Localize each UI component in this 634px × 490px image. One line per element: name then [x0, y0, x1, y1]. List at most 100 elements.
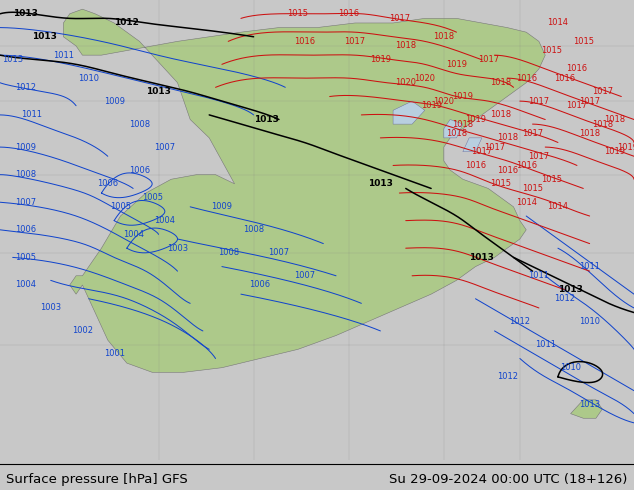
Text: 1016: 1016 [515, 74, 537, 83]
Text: 1001: 1001 [103, 349, 125, 358]
Text: 1013: 1013 [469, 253, 495, 262]
Text: 1013: 1013 [368, 179, 393, 188]
Text: 1017: 1017 [528, 97, 550, 106]
Text: 1017: 1017 [471, 147, 493, 156]
Text: Surface pressure [hPa] GFS: Surface pressure [hPa] GFS [6, 473, 188, 486]
Text: 1011: 1011 [534, 340, 556, 349]
Polygon shape [444, 120, 463, 138]
Text: 1015: 1015 [522, 184, 543, 193]
Text: 1012: 1012 [496, 372, 518, 381]
Text: 1012: 1012 [553, 294, 575, 303]
Text: 1018: 1018 [579, 129, 600, 138]
Text: 1019: 1019 [420, 101, 442, 110]
Text: 1002: 1002 [72, 326, 93, 336]
Text: 1014: 1014 [547, 202, 569, 211]
Text: 1007: 1007 [294, 271, 315, 280]
Text: 1018: 1018 [592, 120, 613, 128]
Text: 1009: 1009 [15, 143, 36, 151]
Polygon shape [393, 101, 425, 124]
Text: 1008: 1008 [129, 120, 150, 128]
Text: 1017: 1017 [484, 143, 505, 151]
Text: 1016: 1016 [566, 65, 588, 74]
Text: 1018: 1018 [490, 78, 512, 87]
Text: 1006: 1006 [97, 179, 119, 188]
Text: 1018: 1018 [446, 129, 467, 138]
Text: 1009: 1009 [103, 97, 125, 106]
Text: 1013: 1013 [558, 285, 583, 294]
Text: 1006: 1006 [15, 225, 36, 234]
Text: 1016: 1016 [553, 74, 575, 83]
Text: 1015: 1015 [573, 37, 594, 46]
Text: 1007: 1007 [268, 248, 290, 257]
Text: 1019: 1019 [452, 92, 474, 101]
Text: 1009: 1009 [211, 202, 233, 211]
Text: 1019: 1019 [465, 115, 486, 124]
Text: 1017: 1017 [592, 87, 613, 97]
Text: 1017: 1017 [389, 14, 410, 23]
Text: 1007: 1007 [15, 198, 36, 207]
Polygon shape [463, 138, 482, 152]
Text: 1014: 1014 [515, 198, 537, 207]
Text: 1003: 1003 [40, 303, 61, 313]
Polygon shape [571, 400, 602, 418]
Text: 1011: 1011 [528, 271, 550, 280]
Text: 1013: 1013 [13, 9, 38, 18]
Text: 1020: 1020 [414, 74, 436, 83]
Text: 1014: 1014 [547, 19, 569, 27]
Text: 1007: 1007 [154, 143, 176, 151]
Text: 1013: 1013 [146, 87, 171, 97]
Text: 1013: 1013 [2, 55, 23, 64]
Text: 1010: 1010 [78, 74, 100, 83]
Text: 1005: 1005 [141, 193, 163, 202]
Text: 1018: 1018 [433, 32, 455, 41]
Text: 1005: 1005 [15, 253, 36, 262]
Text: 1019: 1019 [446, 60, 467, 69]
Text: 1018: 1018 [604, 115, 626, 124]
Text: 1017: 1017 [528, 152, 550, 161]
Text: 1012: 1012 [114, 19, 139, 27]
Text: 1017: 1017 [477, 55, 499, 64]
Text: 1016: 1016 [465, 161, 486, 170]
Text: 1004: 1004 [154, 216, 176, 225]
Text: 1015: 1015 [287, 9, 309, 18]
Text: 1019: 1019 [370, 55, 391, 64]
Text: 1016: 1016 [515, 161, 537, 170]
Text: 1008: 1008 [243, 225, 264, 234]
Text: 1015: 1015 [490, 179, 512, 188]
Text: 1004: 1004 [15, 280, 36, 290]
Text: 1011: 1011 [53, 50, 74, 60]
Text: 1020: 1020 [395, 78, 417, 87]
Text: 1004: 1004 [122, 230, 144, 239]
Text: 1006: 1006 [249, 280, 271, 290]
Text: 1015: 1015 [541, 175, 562, 184]
Text: 1010: 1010 [579, 317, 600, 326]
Text: 1018: 1018 [490, 110, 512, 120]
Text: 1019: 1019 [617, 143, 634, 151]
Text: 1018: 1018 [496, 133, 518, 143]
Text: 1017: 1017 [344, 37, 366, 46]
Text: 1017: 1017 [566, 101, 588, 110]
Text: 1015: 1015 [541, 46, 562, 55]
Text: 1003: 1003 [167, 244, 188, 253]
Text: 1018: 1018 [395, 42, 417, 50]
Text: 1016: 1016 [338, 9, 359, 18]
Text: 1008: 1008 [15, 170, 36, 179]
Text: 1010: 1010 [560, 363, 581, 372]
Text: 1008: 1008 [217, 248, 239, 257]
Text: 1006: 1006 [129, 166, 150, 174]
Text: Su 29-09-2024 00:00 UTC (18+126): Su 29-09-2024 00:00 UTC (18+126) [389, 473, 628, 486]
Text: 1013: 1013 [32, 32, 57, 41]
Text: 1012: 1012 [15, 83, 36, 92]
Text: 1016: 1016 [294, 37, 315, 46]
Text: 1005: 1005 [110, 202, 131, 211]
Text: 1018: 1018 [452, 120, 474, 128]
Text: 1012: 1012 [509, 317, 531, 326]
Polygon shape [63, 9, 545, 372]
Text: 1017: 1017 [579, 97, 600, 106]
Text: 1020: 1020 [433, 97, 455, 106]
Text: 1019: 1019 [604, 147, 626, 156]
Text: 1017: 1017 [522, 129, 543, 138]
Text: 1013: 1013 [579, 400, 600, 409]
Text: 1011: 1011 [21, 110, 42, 120]
Text: 1013: 1013 [254, 115, 279, 124]
